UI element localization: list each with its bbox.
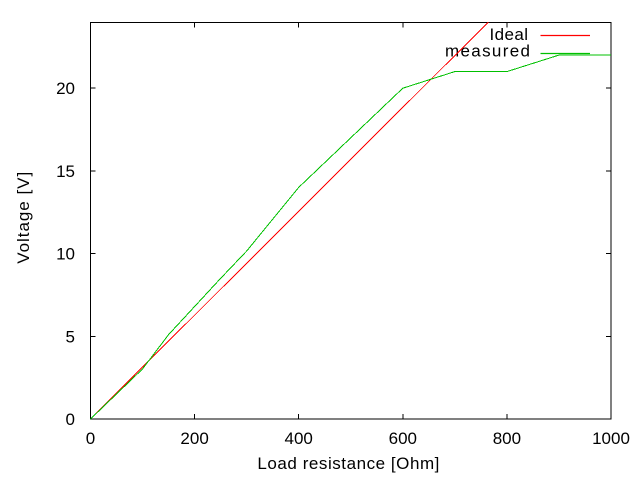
svg-text:400: 400 (285, 429, 313, 448)
svg-text:5: 5 (66, 327, 75, 346)
svg-text:Load resistance [Ohm]: Load resistance [Ohm] (257, 454, 439, 473)
svg-text:measured: measured (445, 42, 530, 61)
svg-text:10: 10 (56, 245, 75, 264)
svg-text:600: 600 (389, 429, 417, 448)
svg-text:0: 0 (66, 410, 75, 429)
svg-text:800: 800 (493, 429, 521, 448)
svg-text:Ideal: Ideal (490, 25, 529, 44)
svg-text:1000: 1000 (592, 429, 630, 448)
svg-text:20: 20 (56, 79, 75, 98)
svg-text:15: 15 (56, 162, 75, 181)
svg-text:0: 0 (86, 429, 95, 448)
svg-text:Voltage [V]: Voltage [V] (14, 172, 33, 264)
svg-text:200: 200 (180, 429, 208, 448)
